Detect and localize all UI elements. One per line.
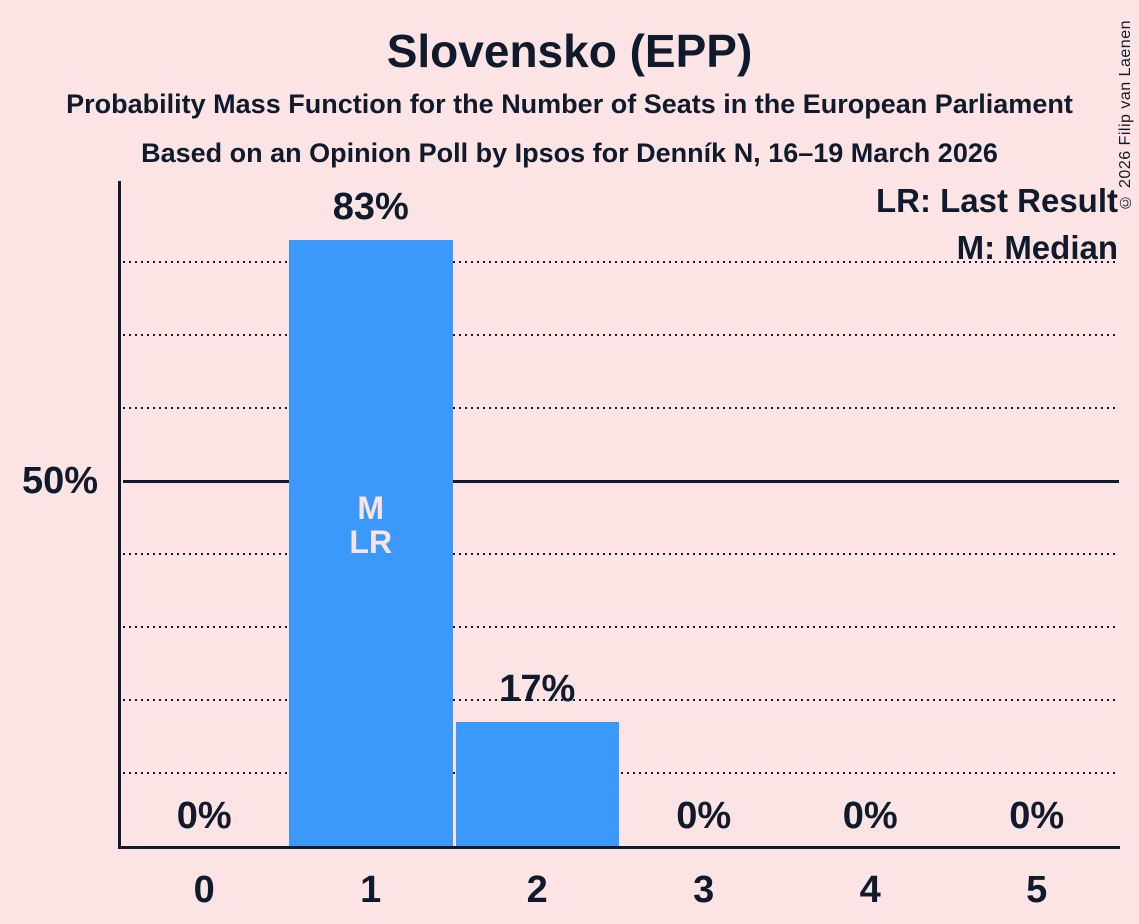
chart-subtitle: Probability Mass Function for the Number…: [66, 89, 1073, 119]
x-tick-4: 4: [859, 869, 881, 911]
bar-annotation-m: M: [357, 490, 385, 526]
plot-area: 0% 0 83% 1 17% 2 0% 3 0% 4 0% 5 M LR: [118, 181, 1120, 911]
bar-seats-1: [289, 240, 453, 846]
legend-last-result: LR: Last Result: [875, 182, 1118, 219]
bar-seats-2: [455, 721, 619, 846]
value-label-seats-0: 0%: [176, 795, 232, 837]
x-tick-0: 0: [193, 869, 215, 911]
x-tick-2: 2: [526, 869, 548, 911]
value-label-seats-4: 0%: [842, 795, 898, 837]
dotted-gridline-20pct: [123, 699, 1119, 701]
dotted-gridline-40pct: [123, 553, 1119, 555]
y-axis-50pct-label: 50%: [21, 460, 98, 502]
x-tick-3: 3: [693, 869, 715, 911]
solid-gridline-50pct: [123, 479, 1119, 483]
dotted-gridline-60pct: [123, 407, 1119, 409]
x-tick-1: 1: [360, 869, 382, 911]
bar-annotation-block-seats-1: M LR: [288, 491, 455, 559]
dotted-gridline-10pct: [123, 772, 1119, 774]
dotted-gridline-70pct: [123, 334, 1119, 336]
chart-source-line: Based on an Opinion Poll by Ipsos for De…: [141, 138, 998, 168]
value-label-seats-3: 0%: [676, 795, 732, 837]
bar-annotation-lr: LR: [349, 524, 393, 560]
dotted-gridline-30pct: [123, 626, 1119, 628]
x-tick-5: 5: [1026, 869, 1048, 911]
legend-median: M: Median: [956, 229, 1118, 266]
value-label-seats-1: 83%: [332, 186, 409, 229]
value-label-seats-2: 17%: [499, 667, 576, 710]
value-label-seats-5: 0%: [1009, 795, 1065, 837]
dotted-gridline-80pct: [123, 261, 1119, 263]
page-title: Slovensko (EPP): [386, 25, 753, 77]
